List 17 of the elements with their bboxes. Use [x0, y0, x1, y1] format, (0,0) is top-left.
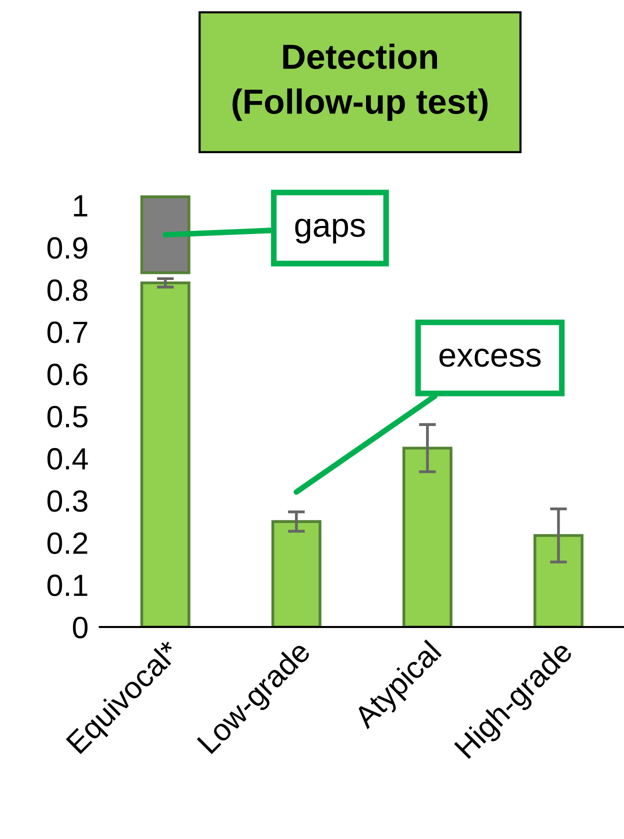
y-tick-label: 0.7: [47, 322, 88, 344]
bar: [140, 281, 190, 627]
y-tick-label: 1: [74, 195, 88, 216]
bar: [271, 520, 322, 627]
annotation: gaps: [295, 218, 365, 244]
y-tick-label: 0.8: [47, 279, 88, 301]
y-tick-label: 0.1: [47, 574, 88, 596]
y-tick-label: 0.2: [47, 532, 88, 554]
y-tick-label: 0.3: [47, 490, 88, 512]
y-tick-label: 0.4: [47, 448, 88, 470]
y-tick-label: 0: [72, 616, 88, 638]
annotation: excess: [439, 348, 541, 367]
y-tick-label: 0.5: [47, 406, 88, 428]
y-tick-label: 0.6: [47, 364, 88, 386]
chart-title: Detection (Follow-up test): [232, 44, 488, 121]
bar: [534, 534, 584, 627]
y-tick-label: 0.9: [47, 237, 88, 259]
